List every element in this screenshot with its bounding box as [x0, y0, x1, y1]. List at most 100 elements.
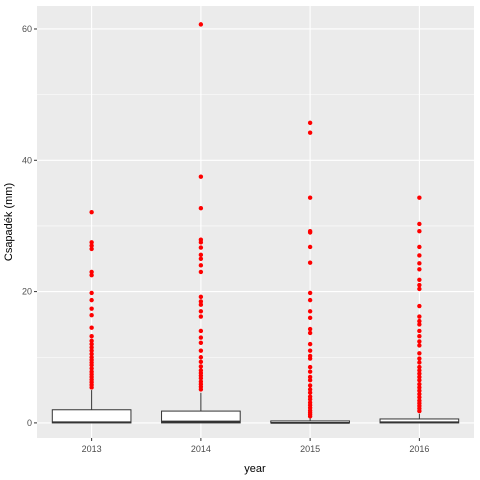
outlier-point — [198, 256, 204, 261]
outlier-point — [417, 385, 422, 390]
outlier-point — [198, 174, 204, 179]
outlier-point — [89, 313, 94, 318]
outlier-point — [417, 391, 422, 397]
outlier-point — [198, 22, 204, 27]
outlier-point — [417, 371, 422, 376]
outlier-point — [89, 348, 94, 353]
outlier-point — [417, 261, 422, 266]
outlier-point — [307, 309, 313, 314]
outlier-point — [307, 341, 313, 347]
outlier-point — [417, 318, 422, 324]
box-2013 — [51, 409, 132, 424]
outlier-point — [198, 340, 204, 346]
outlier-point — [307, 130, 313, 135]
outlier-point — [89, 325, 94, 330]
outlier-point — [198, 359, 204, 365]
outlier-point — [89, 385, 94, 390]
outlier-point — [307, 364, 313, 370]
outlier-point — [198, 348, 204, 353]
outlier-point — [417, 408, 422, 414]
outlier-point — [307, 195, 313, 200]
outlier-point — [198, 328, 204, 334]
outlier-point — [417, 343, 422, 348]
outlier-point — [417, 322, 422, 327]
outlier-point — [307, 230, 313, 235]
outlier-point — [198, 263, 204, 268]
outlier-point — [307, 390, 313, 395]
outlier-point — [89, 290, 94, 296]
outlier-point — [89, 269, 94, 275]
outlier-point — [307, 120, 313, 126]
outlier-point — [417, 381, 422, 387]
y-tick-label: 0 — [27, 418, 32, 428]
outlier-point — [417, 364, 422, 370]
outlier-points — [89, 22, 422, 419]
outlier-point — [417, 267, 422, 272]
outlier-point — [307, 330, 313, 336]
outlier-point — [89, 351, 94, 357]
outlier-point — [417, 277, 422, 282]
outlier-point — [89, 209, 94, 215]
outlier-point — [307, 397, 313, 402]
outlier-point — [198, 335, 204, 340]
outlier-point — [417, 388, 422, 393]
outlier-point — [417, 339, 422, 344]
outlier-point — [307, 326, 313, 332]
axes: 0 20 40 60 2013 2014 2015 2016 — [22, 24, 429, 454]
outlier-point — [307, 374, 313, 380]
outlier-point — [89, 240, 94, 245]
outlier-point — [89, 345, 94, 350]
outlier-point — [307, 378, 313, 383]
outlier-point — [307, 290, 313, 296]
outlier-point — [89, 366, 94, 371]
outlier-point — [307, 414, 313, 419]
outlier-point — [307, 348, 313, 353]
outlier-point — [417, 368, 422, 373]
box-2014 — [161, 410, 241, 424]
outlier-point — [198, 314, 204, 319]
y-tick-label: 40 — [22, 155, 32, 165]
outlier-point — [417, 374, 422, 380]
outlier-point — [417, 395, 422, 400]
y-tick-label: 20 — [22, 287, 32, 297]
outlier-point — [417, 356, 422, 361]
outlier-point — [417, 221, 422, 227]
x-tick-label: 2015 — [300, 444, 320, 454]
outlier-point — [307, 244, 313, 250]
outlier-point — [198, 355, 204, 360]
x-axis-title: year — [244, 463, 266, 475]
y-tick-label: 60 — [22, 24, 32, 34]
outlier-point — [417, 286, 422, 292]
outlier-point — [307, 315, 313, 321]
box-plots — [51, 390, 460, 424]
outlier-point — [198, 206, 204, 211]
outlier-point — [417, 351, 422, 356]
outlier-point — [89, 341, 94, 347]
outlier-point — [307, 387, 313, 392]
outlier-point — [198, 302, 204, 307]
outlier-point — [198, 309, 204, 314]
outlier-point — [198, 299, 204, 304]
outlier-point — [198, 240, 204, 245]
outlier-point — [198, 252, 204, 258]
outlier-point — [89, 246, 94, 252]
outlier-point — [198, 245, 204, 250]
panel-background — [37, 6, 474, 438]
x-tick-label: 2014 — [191, 444, 211, 454]
outlier-point — [198, 364, 204, 369]
outlier-point — [89, 243, 94, 248]
outlier-point — [307, 356, 313, 361]
outlier-point — [198, 294, 204, 300]
outlier-point — [417, 253, 422, 258]
outlier-point — [307, 260, 313, 265]
outlier-point — [89, 306, 94, 311]
outlier-point — [417, 244, 422, 250]
outlier-point — [417, 282, 422, 288]
outlier-point — [417, 314, 422, 319]
outlier-point — [89, 272, 94, 278]
outlier-point — [417, 378, 422, 383]
outlier-point — [89, 338, 94, 344]
outlier-point — [89, 362, 94, 368]
outlier-point — [417, 195, 422, 200]
